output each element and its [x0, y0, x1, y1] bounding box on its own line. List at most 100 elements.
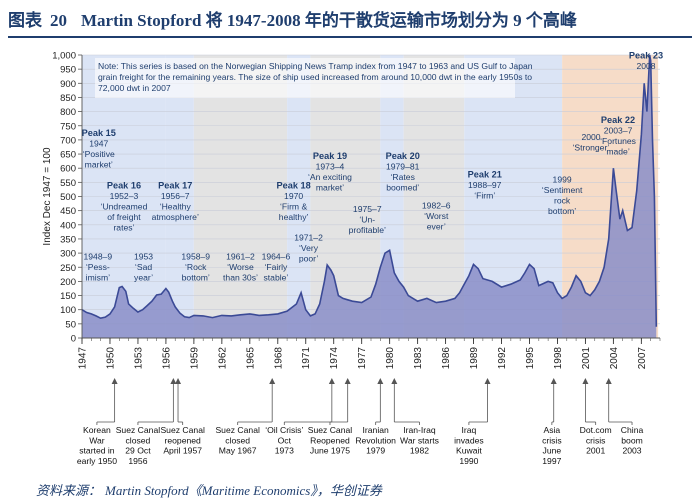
event-text: Kuwait [456, 446, 482, 456]
event-arrow [344, 378, 351, 384]
freight-cycle-chart: 0 50 100 150 200 250 300 350 400 450 500 550 600 650 7… [42, 50, 663, 466]
event-arrow [391, 378, 398, 384]
y-tick-label: 450 [60, 206, 76, 217]
trough-text: 1982–6 [422, 200, 451, 210]
y-tick-label: 0 [71, 334, 76, 345]
trough-text: 1964–6 [262, 251, 291, 261]
peak-text: rates’ [113, 223, 134, 233]
event-text: Asia [543, 425, 560, 435]
event-text: crisis [542, 435, 562, 445]
trough-text: profitable’ [349, 225, 386, 235]
y-tick-label: 650 [60, 150, 76, 161]
peak-text: healthy’ [279, 212, 309, 222]
event-text: invades [454, 435, 484, 445]
x-tick-label: 1947 [78, 347, 89, 370]
event-text: 1982 [410, 446, 429, 456]
x-tick-label: 1989 [469, 347, 480, 370]
x-tick-label: 1965 [245, 347, 256, 370]
event-arrow [377, 378, 384, 384]
peak-text: 2003–7 [604, 125, 633, 135]
peak-text: market’ [316, 182, 344, 192]
event-text: Reopened [310, 435, 350, 445]
trough-text: 1975–7 [353, 204, 382, 214]
peak-text: ‘Positive [83, 149, 115, 159]
event-text: reopened [165, 435, 202, 445]
event-arrow [484, 378, 491, 384]
trough-text: ‘Very [299, 243, 319, 253]
trough-text: 2000 [581, 132, 600, 142]
note-text: grain freight for the remaining years. T… [98, 72, 532, 82]
event-arrow [170, 378, 177, 384]
y-axis-title: Index Dec 1947 = 100 [42, 147, 53, 246]
x-tick-label: 2004 [609, 347, 620, 370]
peak-title: Peak 22 [601, 115, 635, 125]
trough-text: ‘Pess- [86, 262, 110, 272]
event-text: 1956 [128, 456, 147, 466]
event-text: closed [126, 435, 151, 445]
event-arrow [605, 378, 612, 384]
trough-text: 1971–2 [294, 232, 323, 242]
peak-text: boomed’ [386, 182, 419, 192]
trough-text: 1961–2 [226, 251, 255, 261]
event-arrow [550, 378, 557, 384]
peak-text: ‘Firm’ [474, 190, 495, 200]
source-text: Martin Stopford《Maritime Economics》，华创证券 [105, 483, 382, 498]
trough-text: than 30s’ [223, 272, 258, 282]
peak-title: Peak 17 [158, 181, 192, 191]
peak-text: market’ [85, 160, 113, 170]
event-text: 1990 [459, 456, 478, 466]
peak-text: ‘Healthy [160, 202, 192, 212]
trough-text: ‘Worse [227, 262, 254, 272]
x-tick-label: 1986 [441, 347, 452, 370]
peak-title: Peak 15 [82, 128, 116, 138]
figure-number: 20 [50, 11, 67, 30]
trough-text: 1999 [553, 174, 572, 184]
note-text: Note: This series is based on the Norweg… [98, 61, 533, 71]
event-text: Iran-Iraq [403, 425, 436, 435]
trough-annotation: 1948–9‘Pess-imism’ [84, 251, 113, 282]
trough-text: imism’ [86, 272, 110, 282]
figure-title-text: Martin Stopford 将 1947-2008 年的干散货运输市场划分为… [81, 11, 577, 30]
trough-text: bottom’ [182, 272, 210, 282]
event-text: closed [225, 435, 250, 445]
x-tick-label: 2001 [581, 347, 592, 370]
event-text: China [621, 425, 644, 435]
trough-text: 1948–9 [84, 251, 113, 261]
event-text: started in [79, 446, 115, 456]
y-tick-label: 200 [60, 277, 76, 288]
event-text: War [89, 435, 105, 445]
event-text: May 1967 [219, 446, 257, 456]
trough-text: 1958–9 [181, 251, 210, 261]
event-text: Suez Canal [215, 425, 260, 435]
y-tick-label: 250 [60, 263, 76, 274]
trough-text: ‘Sentiment [542, 185, 583, 195]
trough-annotation: 2000‘Stronger’ [572, 132, 609, 153]
peak-title: Peak 16 [107, 181, 141, 191]
figure-title: 图表 20 Martin Stopford 将 1947-2008 年的干散货运输市… [8, 6, 692, 34]
source-note: 资料来源： Martin Stopford《Maritime Economics》… [36, 480, 386, 499]
event-arrow [582, 378, 589, 384]
trough-text: poor’ [299, 253, 319, 263]
x-tick-label: 1995 [525, 347, 536, 370]
event-arrow [175, 378, 182, 384]
trough-text: ‘Un- [359, 215, 375, 225]
note-text: 72,000 dwt in 2007 [98, 83, 171, 93]
peak-text: ‘Undreamed [101, 202, 148, 212]
y-tick-label: 50 [65, 319, 76, 330]
peak-text: ‘An exciting [308, 172, 352, 182]
